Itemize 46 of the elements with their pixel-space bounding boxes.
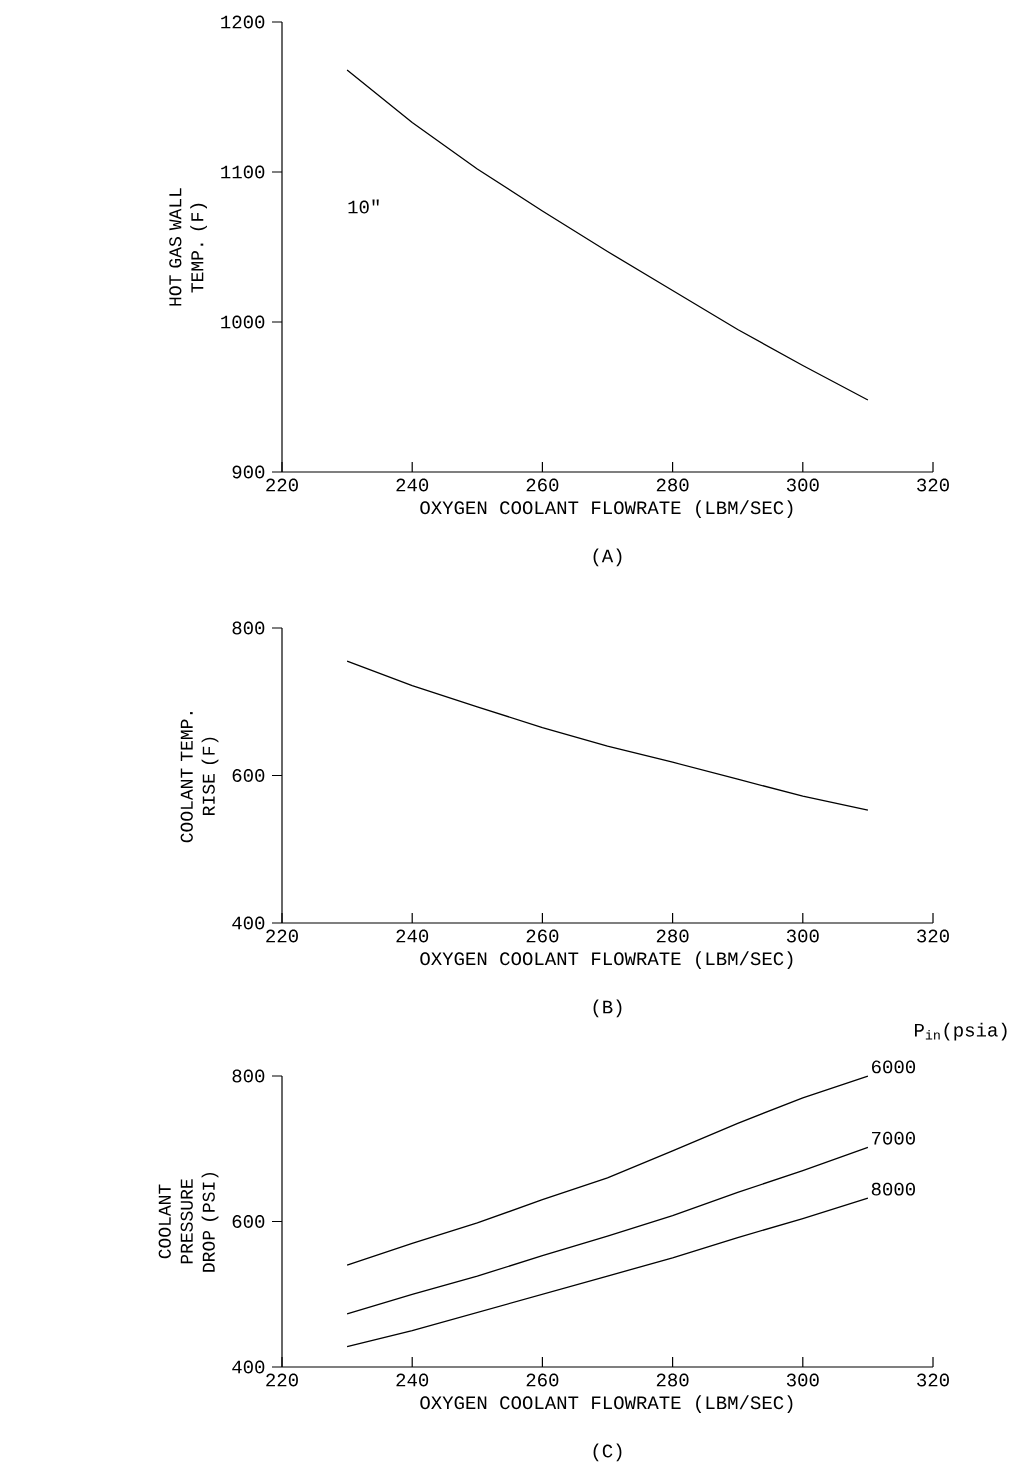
x-tick-label: 320: [917, 478, 949, 492]
y-tick-label: 800: [232, 621, 265, 635]
x-axis-title: OXYGEN COOLANT FLOWRATE (LBM/SEC): [420, 1395, 793, 1414]
x-tick-label: 280: [656, 929, 689, 943]
text: (A): [593, 548, 622, 567]
line-series: [346, 69, 869, 401]
y-axis-title: COOLANT TEMP. RISE (F): [180, 712, 219, 843]
y-tick-label: 400: [232, 1360, 265, 1374]
text: (C): [593, 1443, 622, 1462]
y-axis-title: HOT GAS WALL TEMP. (F): [169, 188, 207, 306]
x-tick-label: 240: [396, 929, 429, 943]
y-tick-label: 800: [232, 1069, 265, 1083]
x-tick-label: 300: [786, 478, 819, 492]
series-label: 8000: [871, 1182, 915, 1196]
x-tick-label: 260: [526, 1373, 559, 1387]
x-tick-label: 280: [656, 478, 689, 492]
x-axis-title: OXYGEN COOLANT FLOWRATE (LBM/SEC): [420, 951, 793, 970]
line-series: [346, 1146, 869, 1315]
y-tick-label: 1200: [221, 15, 265, 29]
annotation: 10": [348, 199, 379, 214]
x-tick-label: 220: [266, 929, 298, 943]
text: (B): [593, 999, 622, 1018]
x-tick-label: 240: [396, 478, 429, 492]
x-tick-label: 260: [526, 478, 559, 492]
x-tick-label: 260: [526, 929, 559, 943]
y-tick-label: 600: [232, 1215, 265, 1228]
x-tick-label: 220: [266, 1373, 298, 1387]
x-tick-label: 280: [656, 1373, 689, 1387]
x-tick-label: 320: [917, 929, 949, 943]
line-series: [346, 1075, 869, 1266]
y-tick-label: 400: [232, 916, 265, 930]
y-tick-label: 900: [232, 465, 265, 479]
x-tick-label: 300: [786, 929, 819, 943]
y-tick-label: 1100: [221, 165, 265, 179]
legend-title: P$_{in}$(psia): [914, 1022, 1007, 1041]
x-tick-label: 300: [786, 1373, 819, 1387]
x-axis-title: OXYGEN COOLANT FLOWRATE (LBM/SEC): [420, 500, 793, 519]
series-label: 7000: [871, 1131, 915, 1145]
y-axis-title: COOLANT PRESSURE DROP (PSI): [158, 1172, 219, 1272]
line-series: [346, 660, 869, 811]
y-tick-label: 1000: [221, 315, 265, 329]
x-tick-label: 320: [917, 1373, 949, 1387]
x-tick-label: 240: [396, 1373, 429, 1387]
x-tick-label: 220: [266, 478, 298, 492]
series-label: 6000: [871, 1060, 915, 1074]
y-tick-label: 600: [232, 769, 265, 782]
